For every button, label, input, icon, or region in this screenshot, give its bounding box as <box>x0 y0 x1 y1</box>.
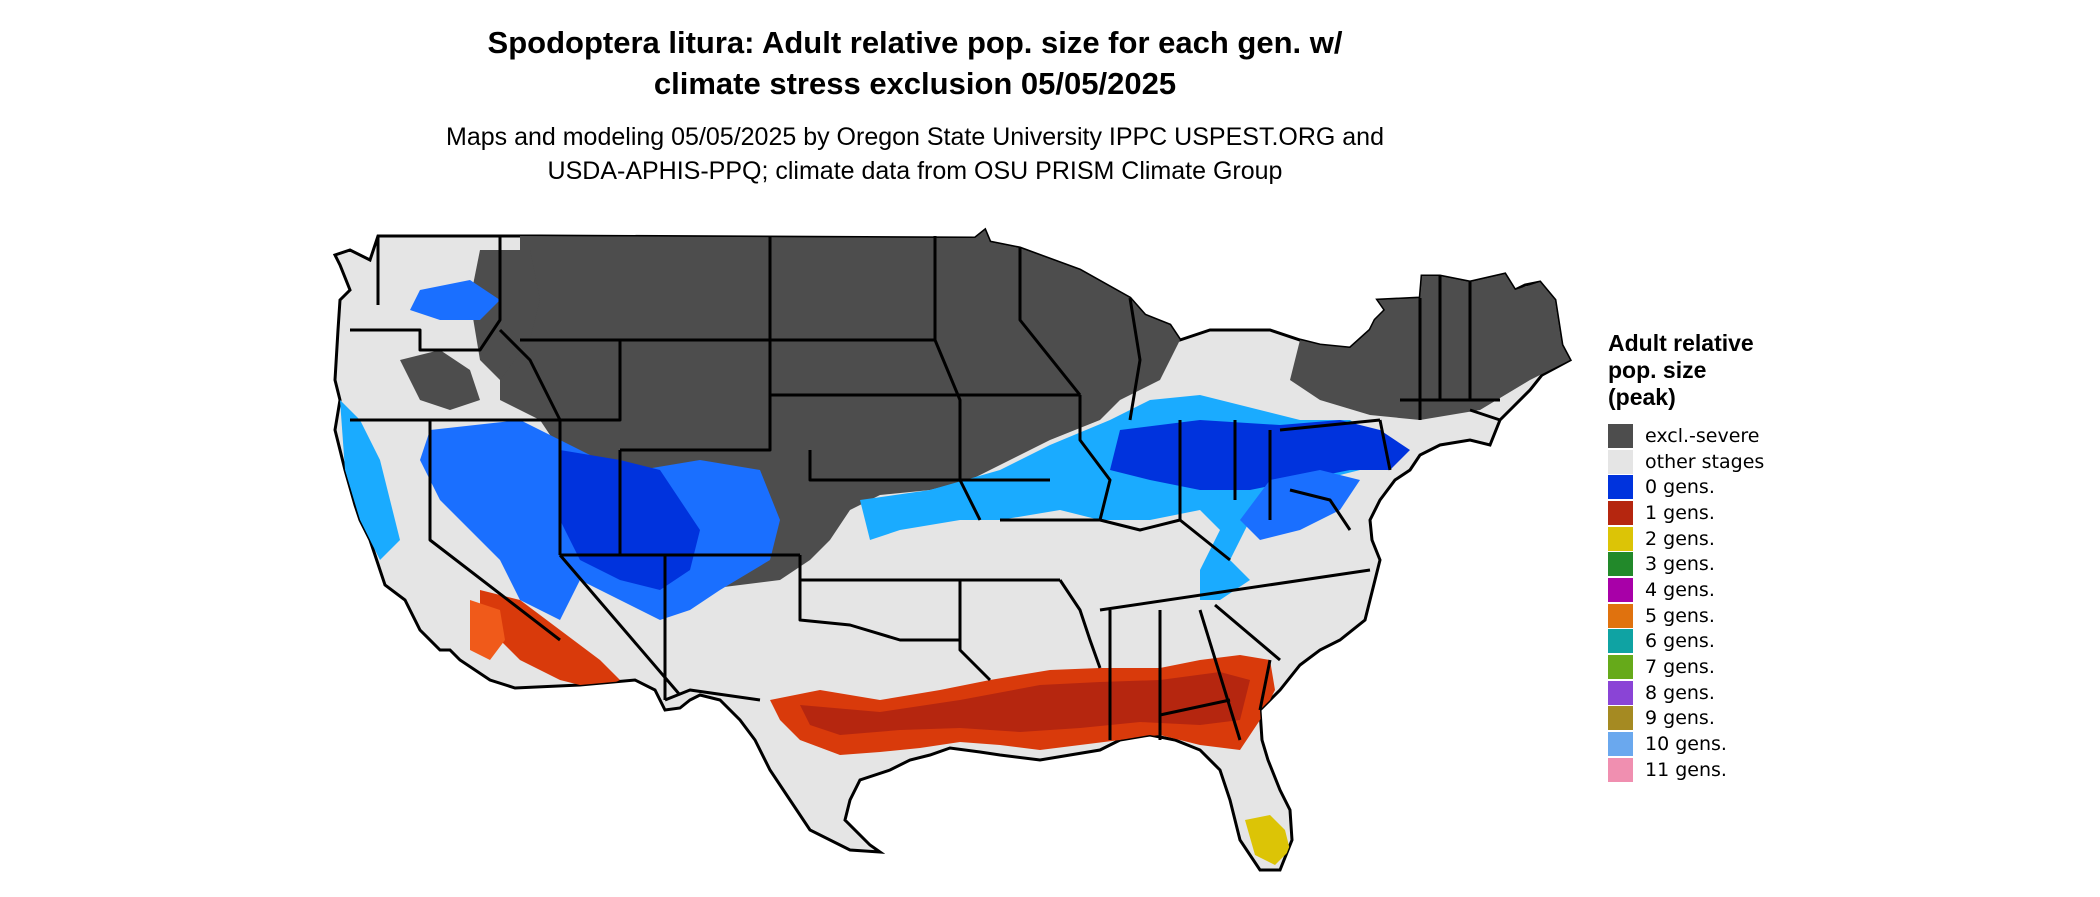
legend-item-4-gens: 4 gens. <box>1608 577 1848 603</box>
legend-item-1-gens: 1 gens. <box>1608 500 1848 526</box>
legend-label: other stages <box>1645 450 1765 473</box>
legend-item-3-gens: 3 gens. <box>1608 551 1848 577</box>
legend-label: 1 gens. <box>1645 501 1715 524</box>
legend-label: excl.-severe <box>1645 424 1760 447</box>
legend-label: 4 gens. <box>1645 578 1715 601</box>
excluded-region-northeast <box>1290 274 1570 420</box>
map-title: Spodoptera litura: Adult relative pop. s… <box>0 22 1830 104</box>
map-subtitle-line-2: USDA-APHIS-PPQ; climate data from OSU PR… <box>547 157 1283 185</box>
legend-item-5-gens: 5 gens. <box>1608 603 1848 629</box>
legend-item-2-gens: 2 gens. <box>1608 526 1848 552</box>
legend-item-other-stages: other stages <box>1608 449 1848 475</box>
legend-item-11-gens: 11 gens. <box>1608 757 1848 783</box>
gen1-arizona <box>480 590 620 690</box>
legend-label: 0 gens. <box>1645 476 1715 499</box>
legend-label: 9 gens. <box>1645 707 1715 730</box>
legend-swatch <box>1608 500 1633 525</box>
gen0-pacific-northwest <box>410 280 500 320</box>
legend-item-7-gens: 7 gens. <box>1608 654 1848 680</box>
legend-title-line-3: (peak) <box>1608 384 1676 410</box>
legend-label: 6 gens. <box>1645 630 1715 653</box>
legend-swatch <box>1608 757 1633 782</box>
legend-label: 8 gens. <box>1645 681 1715 704</box>
legend-label: 3 gens. <box>1645 553 1715 576</box>
legend-item-10-gens: 10 gens. <box>1608 731 1848 757</box>
legend-swatch <box>1608 603 1633 628</box>
legend-swatch <box>1608 552 1633 577</box>
legend-item-8-gens: 8 gens. <box>1608 680 1848 706</box>
map-legend: Adult relative pop. size (peak) excl.-se… <box>1608 330 1848 783</box>
legend-swatch <box>1608 423 1633 448</box>
legend-swatch <box>1608 706 1633 731</box>
legend-swatch <box>1608 577 1633 602</box>
legend-label: 11 gens. <box>1645 758 1727 781</box>
legend-item-6-gens: 6 gens. <box>1608 629 1848 655</box>
map-subtitle: Maps and modeling 05/05/2025 by Oregon S… <box>0 120 1830 188</box>
legend-title: Adult relative pop. size (peak) <box>1608 330 1848 411</box>
legend-swatch <box>1608 655 1633 680</box>
legend-swatch <box>1608 526 1633 551</box>
legend-item-9-gens: 9 gens. <box>1608 706 1848 732</box>
gen2-south-florida <box>1245 815 1290 865</box>
legend-swatch <box>1608 732 1633 757</box>
legend-title-line-2: pop. size <box>1608 357 1707 383</box>
gen2-south-texas <box>865 800 895 848</box>
legend-label: 10 gens. <box>1645 733 1727 756</box>
legend-swatch <box>1608 449 1633 474</box>
state-borders <box>350 236 1501 741</box>
gen1-sw-california <box>470 600 505 660</box>
legend-items: excl.-severe other stages 0 gens. 1 gens… <box>1608 423 1848 783</box>
excluded-patch-idaho <box>470 250 540 380</box>
gen0-carolina <box>1200 560 1250 600</box>
map-title-line-2: climate stress exclusion 05/05/2025 <box>653 66 1177 101</box>
legend-swatch <box>1608 629 1633 654</box>
gen0-band-ohio-valley <box>1110 420 1410 490</box>
legend-label: 5 gens. <box>1645 604 1715 627</box>
legend-item-excl-severe: excl.-severe <box>1608 423 1848 449</box>
gen1-gulf-band-dark <box>800 672 1250 735</box>
legend-label: 2 gens. <box>1645 527 1715 550</box>
legend-label: 7 gens. <box>1645 656 1715 679</box>
map-title-line-1: Spodoptera litura: Adult relative pop. s… <box>487 25 1343 60</box>
legend-title-line-1: Adult relative <box>1608 330 1754 356</box>
legend-swatch <box>1608 680 1633 705</box>
map-subtitle-line-1: Maps and modeling 05/05/2025 by Oregon S… <box>446 123 1384 151</box>
legend-item-0-gens: 0 gens. <box>1608 474 1848 500</box>
legend-swatch <box>1608 475 1633 500</box>
excluded-patch-oregon <box>400 350 480 410</box>
gen0-west-coast <box>340 400 400 560</box>
